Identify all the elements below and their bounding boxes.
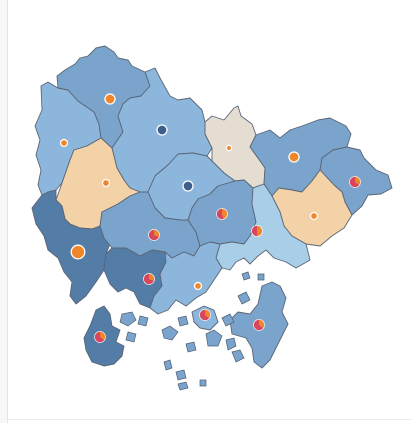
island	[185, 341, 197, 353]
region-south-coast[interactable]	[149, 241, 223, 315]
island	[137, 315, 149, 327]
left-panel-border	[0, 0, 8, 423]
pie-slice-orange	[222, 208, 228, 219]
pie-slice-orange	[154, 229, 160, 237]
island	[205, 329, 223, 347]
pie-slice-red	[251, 225, 257, 237]
marker-dot-northeast[interactable]	[288, 151, 300, 163]
marker-pie-south-peninsula[interactable]	[143, 273, 155, 285]
pie-slice-red	[94, 331, 105, 343]
marker-dot-center[interactable]	[182, 180, 194, 192]
island	[231, 349, 245, 363]
island	[119, 311, 137, 327]
island	[199, 379, 207, 387]
marker-pie-south-isle-west[interactable]	[94, 331, 106, 343]
marker-pie-center-east[interactable]	[216, 208, 228, 220]
island	[257, 273, 265, 281]
island	[163, 359, 173, 371]
island	[221, 313, 235, 327]
marker-dot-northwest[interactable]	[59, 138, 69, 148]
island	[175, 369, 187, 381]
marker-pie-east-bay[interactable]	[251, 225, 263, 237]
island	[237, 291, 251, 305]
marker-dot-west-peach[interactable]	[101, 178, 111, 188]
marker-dot-south-coast[interactable]	[193, 281, 203, 291]
island	[225, 337, 237, 351]
marker-pie-southeast-islands[interactable]	[253, 319, 265, 331]
island	[161, 325, 179, 341]
island	[125, 331, 137, 343]
island-group	[119, 271, 265, 391]
pie-slice-red	[199, 309, 210, 321]
pie-slice-orange	[355, 176, 361, 186]
pie-slice-red	[349, 176, 360, 188]
island	[177, 381, 189, 391]
pie-slice-orange	[259, 319, 265, 329]
bottom-divider	[8, 419, 411, 420]
island	[177, 315, 189, 327]
marker-dot-north-central[interactable]	[104, 93, 116, 105]
island	[241, 271, 251, 281]
marker-dot-east-peach[interactable]	[309, 211, 319, 221]
pie-slice-red	[253, 319, 264, 331]
marker-dot-southwest-coast[interactable]	[70, 244, 86, 260]
pie-slice-red	[216, 208, 224, 220]
pie-slice-orange	[257, 225, 263, 237]
pie-slice-orange	[100, 331, 106, 341]
marker-pie-south-central[interactable]	[148, 229, 160, 241]
pie-slice-orange	[205, 309, 211, 319]
marker-dot-north-center-east[interactable]	[156, 124, 168, 136]
marker-dot-north-beige[interactable]	[225, 144, 233, 152]
marker-pie-far-east[interactable]	[349, 176, 361, 188]
marker-pie-south-small[interactable]	[199, 309, 211, 321]
pie-slice-red	[148, 229, 159, 241]
pie-slice-orange	[149, 273, 155, 281]
region-east-bay[interactable]	[215, 183, 311, 271]
pie-slice-red	[143, 273, 154, 285]
